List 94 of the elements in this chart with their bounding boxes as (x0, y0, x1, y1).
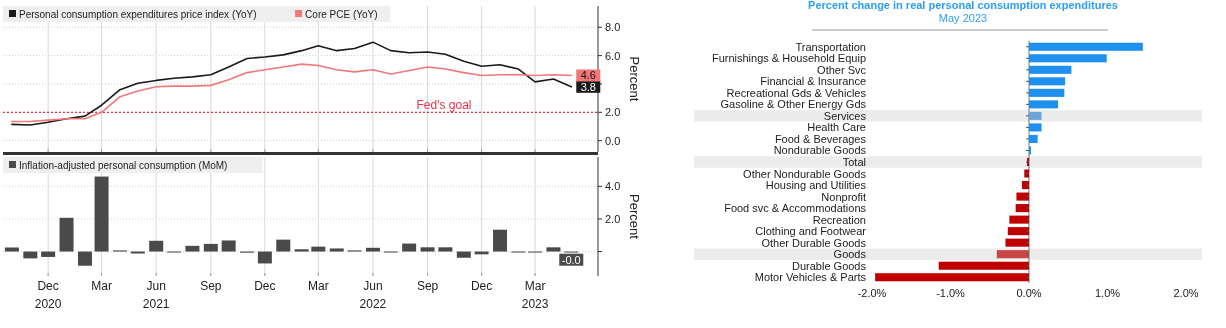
y-axis-title: Percent (627, 56, 642, 102)
bar (438, 247, 453, 252)
legend-label: Core PCE (YoY) (305, 8, 378, 20)
x-tick-label: Dec 2020 (34, 279, 62, 311)
bar (221, 240, 236, 252)
y-tick-label: Food svc & Accommodations (724, 202, 867, 215)
bar (59, 217, 74, 252)
y-tick-label: Food & Beverages (774, 132, 867, 145)
bar (402, 243, 417, 252)
x-tick-label: Jun 2022 (359, 279, 387, 311)
x-tick-label: Jun 2021 (142, 279, 170, 311)
bar (1015, 204, 1029, 213)
y-tick-label: Total (842, 156, 866, 168)
bar (1029, 134, 1038, 143)
line-series (11, 63, 573, 123)
bar (1029, 77, 1066, 86)
y-tick-label: Services (823, 109, 867, 122)
bar (1029, 88, 1065, 97)
x-tick-label: Mar (307, 279, 329, 293)
y-tick-label: Health Care (807, 121, 866, 134)
bar (185, 245, 200, 252)
bar (1005, 238, 1029, 247)
bar (41, 251, 56, 257)
bar (420, 247, 435, 252)
y-tick-label: Nonprofit (821, 190, 866, 203)
bar (1016, 192, 1029, 201)
bar (203, 243, 218, 252)
x-tick-label: Mar (91, 279, 112, 293)
x-tick-label: 1.0% (1094, 287, 1121, 299)
bar (94, 176, 109, 252)
y-tick-label: 0.0 (605, 134, 621, 147)
bar (77, 251, 92, 266)
bar (546, 247, 561, 252)
x-tick-label: Dec (470, 279, 493, 293)
y-tick-label: Financial & Insurance (760, 75, 866, 88)
bar (329, 248, 344, 252)
x-tick-label: Dec (254, 279, 276, 293)
bar (1029, 42, 1143, 51)
y-tick-label: Durable Goods (792, 259, 867, 272)
bar (149, 240, 164, 252)
y-tick-label: 2.0 (605, 106, 621, 119)
bar (1029, 100, 1059, 109)
y-tick-label: Recreation (812, 213, 866, 226)
y-axis-title: Percent (627, 194, 642, 240)
x-tick-label: Sep (200, 279, 222, 293)
bar (1029, 65, 1072, 74)
bar (311, 246, 326, 252)
bar (493, 229, 508, 252)
y-tick-label: Other Svc (817, 63, 867, 76)
y-tick-label: Housing and Utilities (765, 179, 867, 192)
bar (1029, 54, 1107, 63)
bar (875, 273, 1029, 282)
data-label: -0.0 (561, 253, 581, 266)
y-tick-label: 8.0 (605, 21, 621, 34)
y-tick-label: Clothing and Footwear (755, 225, 867, 238)
data-label: 3.8 (580, 80, 596, 93)
x-tick-label: 2.0% (1173, 287, 1199, 299)
y-tick-label: Transportation (795, 40, 866, 53)
bar (938, 261, 1029, 270)
y-tick-label: Gasoline & Other Energy Gds (720, 98, 867, 111)
chart-subtitle: May 2023 (938, 12, 988, 24)
legend-label: Inflation-adjusted personal consumption (MoM) (19, 159, 228, 171)
legend-label: Personal consumption expenditures price index (YoY) (19, 8, 257, 20)
y-tick-label: 4.0 (605, 180, 621, 193)
y-tick-label: Goods (833, 248, 867, 261)
bar (1029, 123, 1042, 132)
bar (456, 251, 471, 258)
bar (365, 247, 380, 252)
bar (4, 247, 19, 252)
x-tick-label: 0.0% (1016, 287, 1042, 299)
y-tick-label: Other Nondurable Goods (743, 167, 867, 180)
bar (1007, 227, 1029, 236)
data-label: 4.6 (580, 69, 596, 82)
bar (276, 239, 291, 252)
x-tick-label: -1.0% (936, 287, 966, 299)
bar (996, 250, 1029, 259)
bar (1009, 215, 1029, 224)
bar (294, 249, 309, 252)
y-tick-label: Motor Vehicles & Parts (754, 271, 867, 284)
x-tick-label: -2.0% (857, 287, 887, 299)
y-tick-label: 2.0 (605, 212, 621, 225)
bar (1024, 169, 1029, 178)
y-tick-label: Recreational Gds & Vehicles (726, 86, 867, 99)
bar (1029, 111, 1042, 120)
y-tick-label: Furnishings & Household Equip (711, 52, 866, 65)
x-tick-label: Sep (416, 279, 439, 293)
ref-line-label: Fed's goal (416, 98, 472, 113)
y-tick-label: Nondurable Goods (773, 144, 867, 157)
bar (257, 251, 272, 264)
x-tick-label: Mar 2023 (521, 279, 549, 311)
y-tick-label: 6.0 (605, 49, 621, 62)
chart-title: Percent change in real personal consumption expenditures (808, 0, 1118, 11)
line-series (11, 41, 573, 126)
y-tick-label: Other Durable Goods (761, 236, 867, 249)
